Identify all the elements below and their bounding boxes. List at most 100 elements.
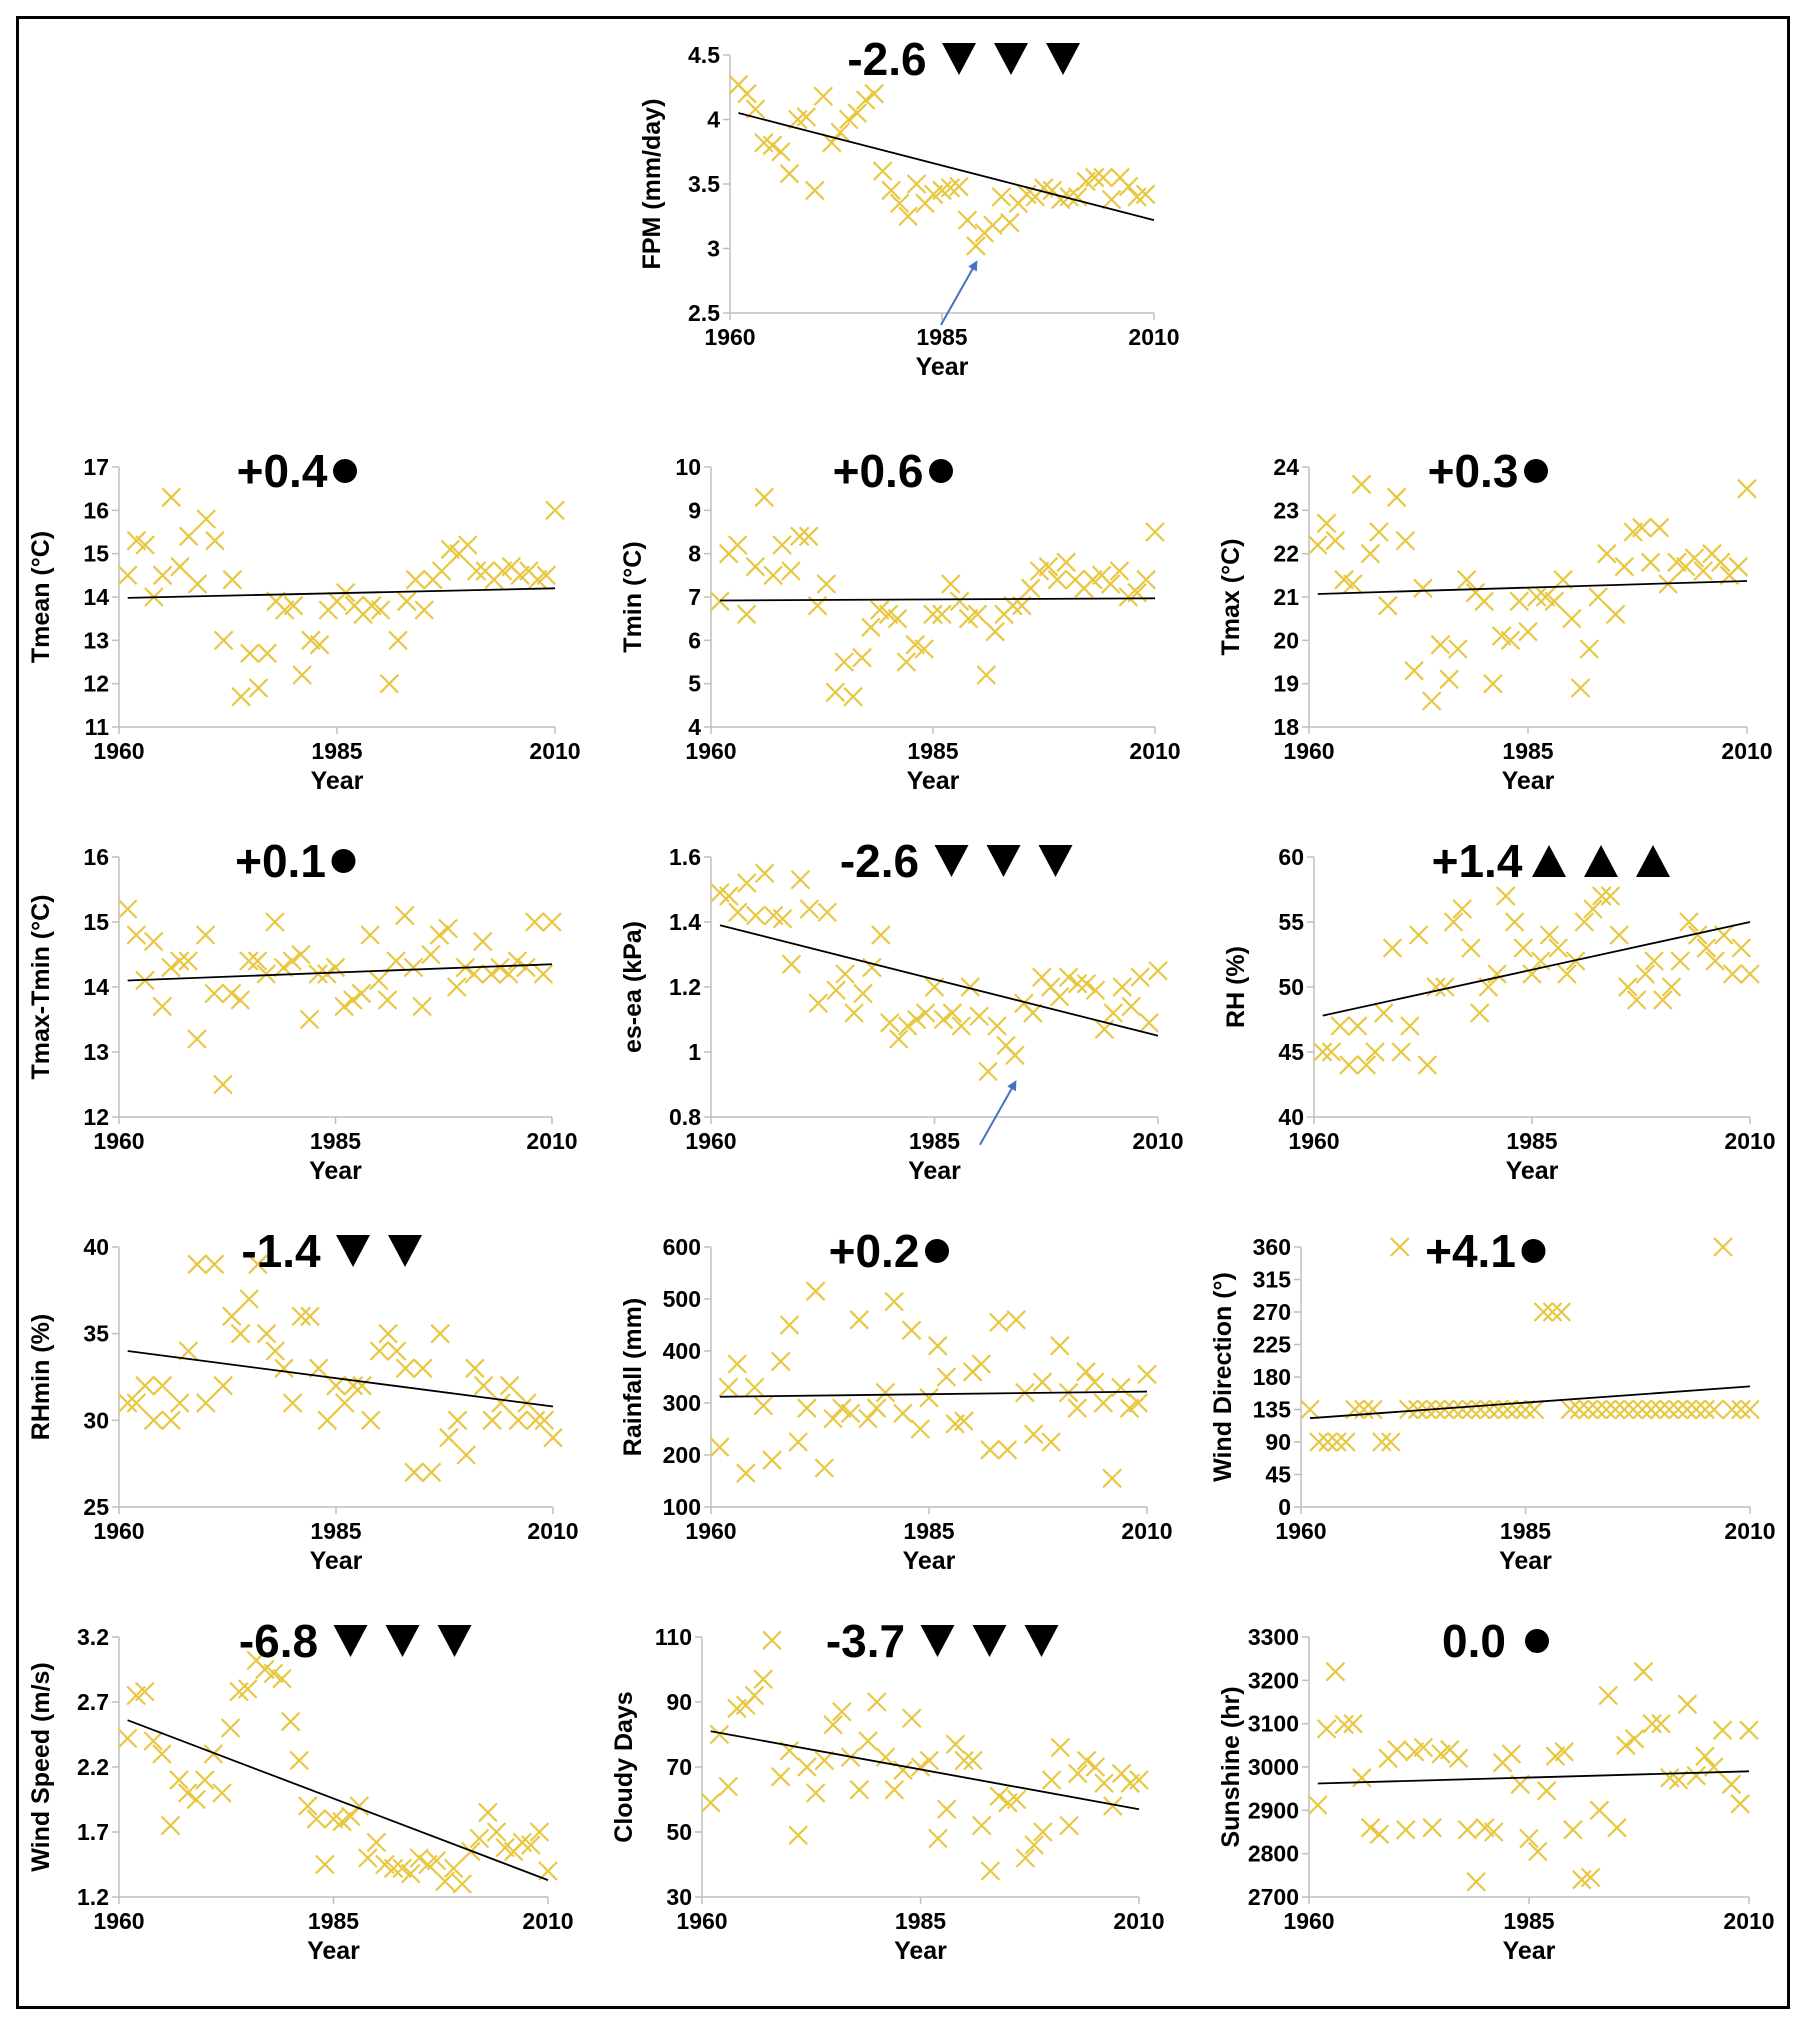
data-point xyxy=(248,678,269,698)
data-point xyxy=(1312,1042,1333,1062)
y-tick-label: 22 xyxy=(1273,541,1299,567)
data-point xyxy=(971,1815,992,1836)
data-point xyxy=(1336,1432,1356,1452)
data-point xyxy=(204,1254,225,1275)
x-tick-label: 1985 xyxy=(308,1908,359,1934)
y-axis-title: Sunshine (hr) xyxy=(1217,1686,1245,1847)
data-point xyxy=(927,1336,948,1356)
data-point xyxy=(880,1012,900,1033)
y-tick-label: 17 xyxy=(83,454,109,480)
data-point xyxy=(1728,556,1749,577)
data-point xyxy=(1076,1750,1097,1771)
data-point xyxy=(1641,1399,1661,1420)
data-point xyxy=(1103,1796,1123,1816)
x-tick-label: 2010 xyxy=(526,1128,577,1154)
trend-annotation: -6.8 xyxy=(239,1615,318,1667)
data-point xyxy=(248,1254,268,1275)
data-point xyxy=(762,1450,782,1470)
no-trend-dot xyxy=(925,1239,949,1263)
panel-tmean: 11 12 13 14 15 16 17 1960 1985 2010 Year Tmean (°C)… xyxy=(27,445,581,795)
data-point xyxy=(1687,925,1708,945)
y-tick-label: 2900 xyxy=(1248,1797,1299,1823)
decrease-triangle xyxy=(385,1625,420,1657)
decrease-triangle xyxy=(994,43,1028,75)
data-point xyxy=(395,905,415,926)
data-point xyxy=(186,1789,206,1810)
data-point xyxy=(1334,1714,1354,1735)
y-tick-label: 2800 xyxy=(1248,1841,1299,1867)
data-point xyxy=(949,591,970,612)
data-point xyxy=(1740,1399,1760,1420)
data-point xyxy=(997,1440,1018,1460)
data-point xyxy=(1102,1468,1122,1489)
data-point xyxy=(847,103,867,123)
decrease-triangle xyxy=(986,845,1021,877)
data-point xyxy=(306,1809,327,1829)
y-tick-label: 8 xyxy=(688,541,701,567)
y-tick-label: 3 xyxy=(707,236,720,262)
data-point xyxy=(936,1799,957,1820)
data-point xyxy=(222,1306,242,1327)
data-point xyxy=(135,535,155,555)
data-point xyxy=(1642,1713,1662,1734)
x-tick-label: 2010 xyxy=(1128,324,1179,350)
trend-annotation: -2.6 xyxy=(840,835,919,887)
data-point xyxy=(525,1410,546,1431)
data-point xyxy=(1533,1302,1554,1322)
data-point xyxy=(291,944,311,965)
data-point xyxy=(1574,912,1595,932)
data-point xyxy=(524,912,545,932)
y-tick-label: 1.6 xyxy=(669,844,701,870)
data-point xyxy=(844,1003,864,1023)
data-point xyxy=(779,163,800,184)
data-point xyxy=(875,1382,896,1403)
data-point xyxy=(1649,517,1670,538)
y-tick-label: 4 xyxy=(688,714,701,740)
data-point xyxy=(864,83,884,104)
data-point xyxy=(976,665,997,685)
data-point xyxy=(1020,578,1041,599)
y-tick-label: 40 xyxy=(83,1234,109,1260)
data-point xyxy=(1309,1432,1329,1452)
data-point xyxy=(486,1822,507,1842)
data-point xyxy=(1570,678,1591,698)
data-point xyxy=(1562,608,1582,629)
data-point xyxy=(1526,587,1547,607)
data-point xyxy=(178,1341,199,1361)
data-point xyxy=(1548,938,1568,958)
data-point xyxy=(1128,1393,1149,1413)
data-point xyxy=(887,608,908,629)
data-point xyxy=(963,1750,983,1771)
data-point xyxy=(861,617,881,638)
data-point xyxy=(888,1029,909,1049)
data-point xyxy=(1360,543,1381,564)
data-point xyxy=(1068,1763,1088,1784)
y-tick-label: 30 xyxy=(666,1884,692,1910)
panel-wdir: 0 45 90 135 180 225 270 315 360 1960 1985 2010 Year W… xyxy=(1209,1225,1776,1575)
x-tick-label: 1985 xyxy=(310,1518,361,1544)
data-point xyxy=(152,996,173,1017)
data-point xyxy=(898,206,918,227)
y-tick-label: 13 xyxy=(83,627,109,653)
data-point xyxy=(1076,1362,1096,1382)
x-tick-label: 2010 xyxy=(527,1518,578,1544)
data-point xyxy=(1661,977,1682,997)
data-point xyxy=(1321,1042,1342,1062)
y-tick-label: 23 xyxy=(1273,497,1299,523)
y-tick-label: 5 xyxy=(688,671,701,697)
y-tick-label: 70 xyxy=(666,1754,692,1780)
y-tick-label: 90 xyxy=(666,1689,692,1715)
data-point xyxy=(1111,1377,1131,1398)
y-tick-label: 1.4 xyxy=(669,909,701,935)
y-tick-label: 4 xyxy=(707,107,720,133)
data-point xyxy=(1059,187,1079,207)
data-point xyxy=(1404,660,1424,681)
data-point xyxy=(1474,591,1494,612)
data-point xyxy=(213,630,234,651)
data-point xyxy=(858,1731,878,1751)
data-point xyxy=(1524,1399,1545,1420)
data-point xyxy=(821,132,842,153)
trend-line xyxy=(738,112,1155,221)
panel-vpd: 0.8 1 1.2 1.4 1.6 1960 1985 2010 Year es-ea (kPa)… xyxy=(619,835,1184,1185)
data-point xyxy=(949,176,969,197)
